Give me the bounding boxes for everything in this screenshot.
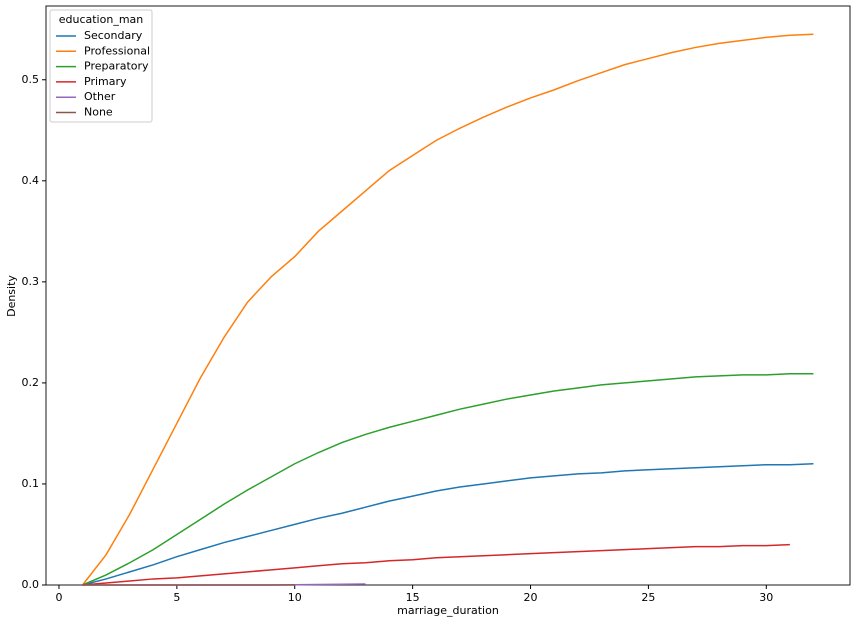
y-tick-label: 0.1: [22, 477, 40, 490]
legend-label: Preparatory: [84, 60, 149, 73]
series-line: [82, 462, 814, 586]
legend-label: Primary: [84, 75, 127, 88]
x-tick-label: 15: [406, 591, 420, 604]
x-axis-label: marriage_duration: [397, 604, 499, 617]
legend-label: Professional: [84, 44, 150, 57]
y-tick-label: 0.0: [22, 578, 40, 591]
series-line: [82, 373, 814, 586]
x-tick-label: 5: [173, 591, 180, 604]
x-tick-label: 0: [55, 591, 62, 604]
x-tick-label: 25: [641, 591, 655, 604]
y-tick-label: 0.3: [22, 275, 40, 288]
y-axis-label: Density: [5, 275, 18, 317]
y-tick-label: 0.4: [22, 174, 40, 187]
y-tick-label: 0.2: [22, 376, 40, 389]
x-tick-label: 30: [759, 591, 773, 604]
legend-box: [49, 9, 153, 123]
x-tick-label: 10: [288, 591, 302, 604]
x-tick-label: 20: [524, 591, 538, 604]
series-line: [82, 543, 790, 586]
legend-label: None: [84, 106, 113, 119]
plot-frame: [45, 5, 851, 586]
y-tick-label: 0.5: [22, 73, 40, 86]
legend-label: Secondary: [84, 29, 143, 42]
series-line: [81, 33, 814, 586]
legend-label: Other: [84, 90, 116, 103]
legend-title: education_man: [59, 13, 144, 26]
